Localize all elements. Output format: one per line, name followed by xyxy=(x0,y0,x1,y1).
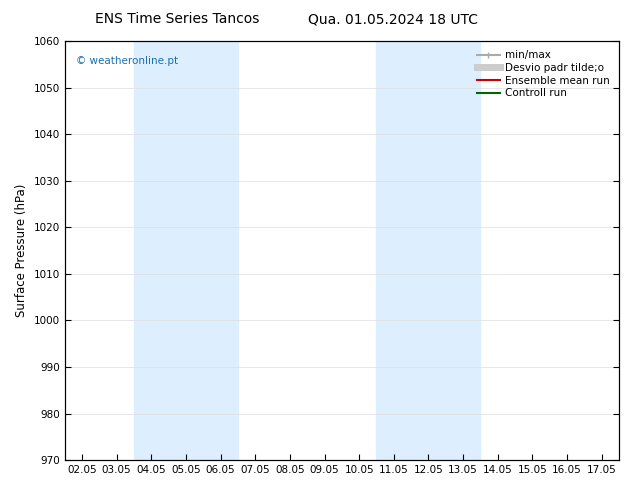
Legend: min/max, Desvio padr tilde;o, Ensemble mean run, Controll run: min/max, Desvio padr tilde;o, Ensemble m… xyxy=(472,46,614,102)
Text: ENS Time Series Tancos: ENS Time Series Tancos xyxy=(95,12,260,26)
Bar xyxy=(134,41,238,460)
Y-axis label: Surface Pressure (hPa): Surface Pressure (hPa) xyxy=(15,184,28,318)
Text: Qua. 01.05.2024 18 UTC: Qua. 01.05.2024 18 UTC xyxy=(308,12,478,26)
Bar xyxy=(377,41,481,460)
Text: © weatheronline.pt: © weatheronline.pt xyxy=(75,56,178,66)
